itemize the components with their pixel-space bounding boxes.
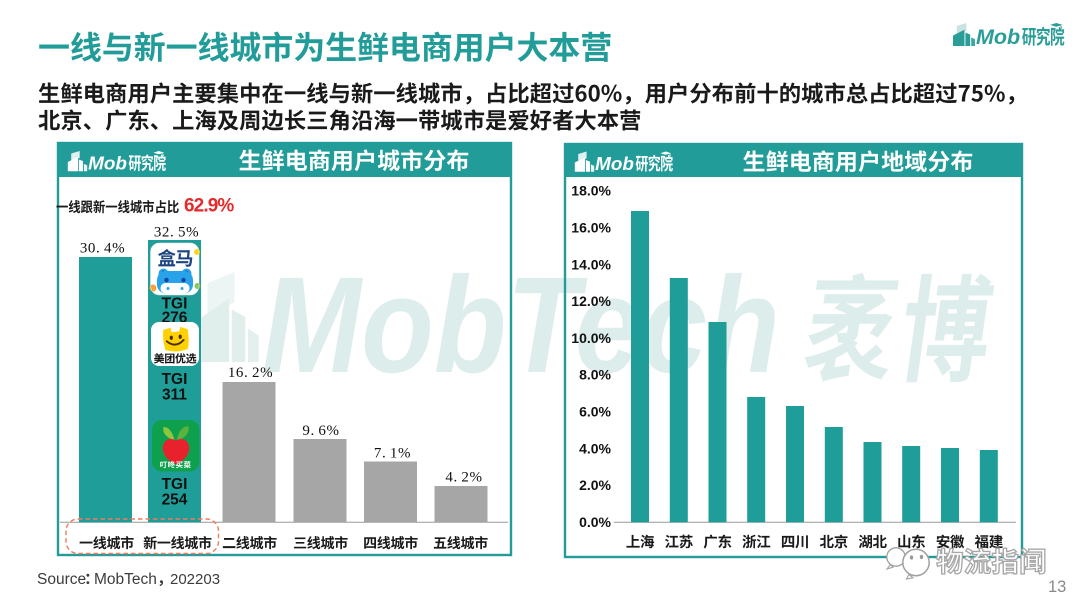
svg-text:TGI: TGI bbox=[162, 371, 188, 388]
svg-text:32. 5%: 32. 5% bbox=[154, 225, 199, 241]
svg-text:TGI: TGI bbox=[162, 296, 188, 313]
svg-text:12.0%: 12.0% bbox=[571, 293, 611, 309]
svg-text:10.0%: 10.0% bbox=[571, 330, 611, 346]
svg-text:Mob: Mob bbox=[976, 25, 1020, 49]
svg-text:4.0%: 4.0% bbox=[579, 440, 611, 456]
svg-text:2.0%: 2.0% bbox=[579, 477, 611, 493]
svg-text:8.0%: 8.0% bbox=[579, 367, 611, 383]
svg-text:14.0%: 14.0% bbox=[571, 256, 611, 272]
svg-text:16. 2%: 16. 2% bbox=[228, 365, 273, 381]
svg-text:Source: Source bbox=[37, 571, 86, 588]
svg-text:254: 254 bbox=[162, 492, 188, 509]
svg-text:16.0%: 16.0% bbox=[571, 220, 611, 236]
svg-text:311: 311 bbox=[162, 387, 187, 404]
svg-text:30. 4%: 30. 4% bbox=[80, 241, 125, 257]
svg-text:202203: 202203 bbox=[170, 571, 220, 588]
svg-text:MobTech: MobTech bbox=[94, 571, 157, 588]
svg-text:9. 6%: 9. 6% bbox=[302, 423, 339, 439]
svg-text:TGI: TGI bbox=[162, 476, 188, 493]
svg-text:7. 1%: 7. 1% bbox=[374, 446, 411, 462]
svg-text:Mob: Mob bbox=[595, 154, 634, 175]
svg-text:MobTech: MobTech bbox=[262, 249, 780, 402]
svg-text:18.0%: 18.0% bbox=[571, 183, 611, 199]
svg-text:6.0%: 6.0% bbox=[579, 404, 611, 420]
svg-text:4. 2%: 4. 2% bbox=[445, 470, 482, 486]
svg-text:13: 13 bbox=[1048, 578, 1066, 596]
svg-text:62.9%: 62.9% bbox=[184, 196, 234, 217]
svg-text:Mob: Mob bbox=[88, 154, 127, 175]
svg-text:0.0%: 0.0% bbox=[579, 514, 611, 530]
